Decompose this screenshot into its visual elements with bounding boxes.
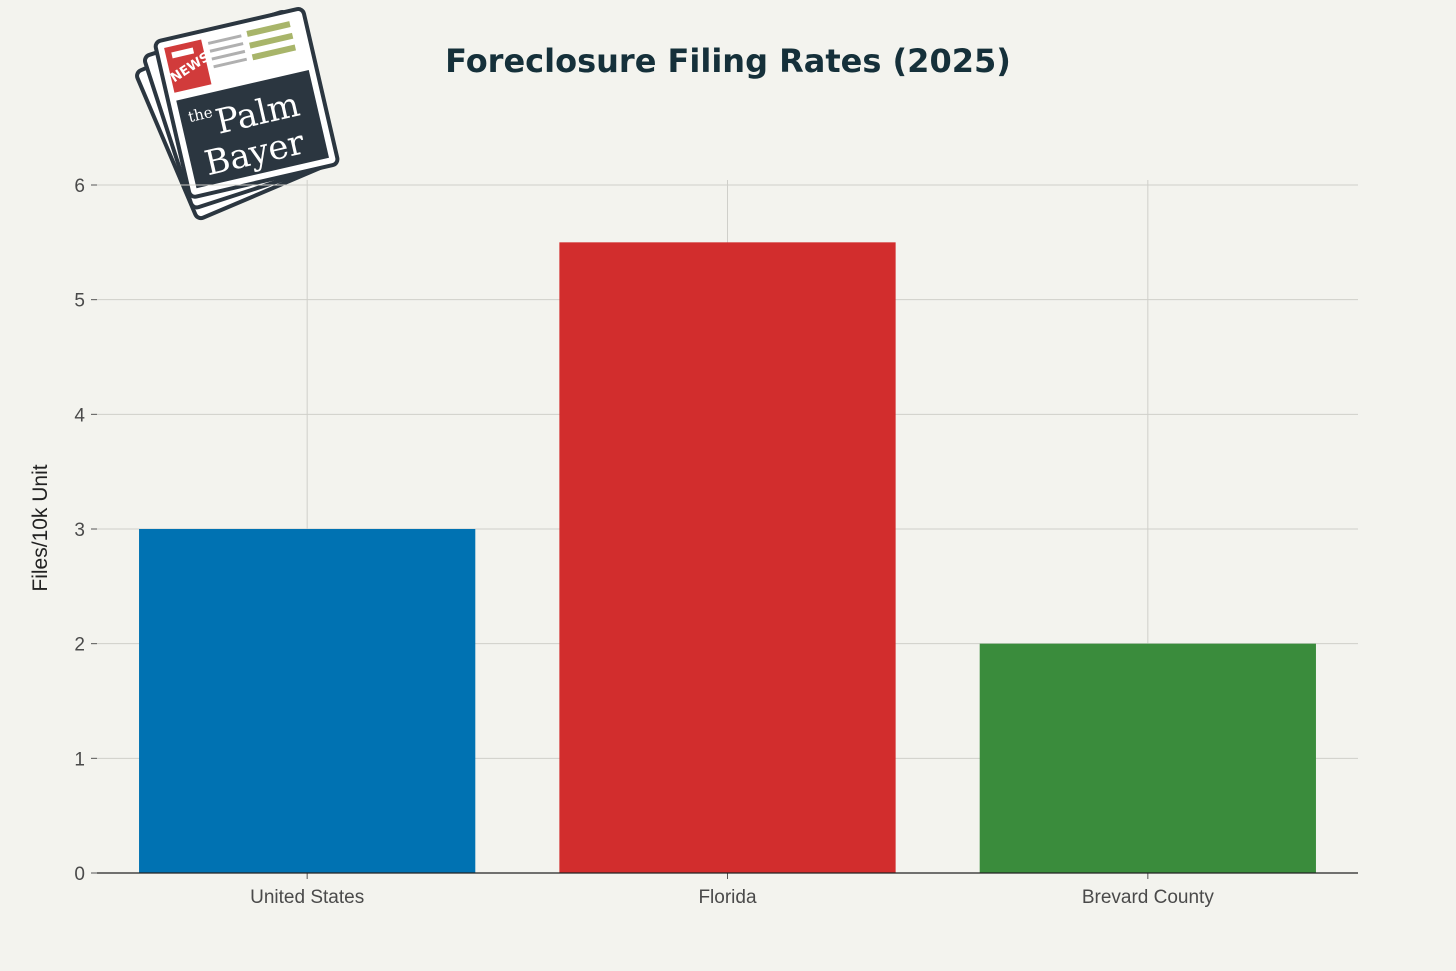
bar-united-states [139,529,476,873]
y-axis-label: Files/10k Unit [29,464,52,591]
y-axis-ticks: 0 1 2 3 4 5 6 [74,176,97,885]
y-tick-label: 5 [74,291,85,312]
bars [139,242,1316,874]
bar-brevard-county [979,643,1316,873]
logo-small-word: the [186,103,214,126]
x-tick-label: Brevard County [1082,887,1215,908]
y-tick-label: 6 [74,176,85,197]
x-tick-label: Florida [698,887,757,908]
chart-title: Foreclosure Filing Rates (2025) [445,42,1011,80]
y-tick-label: 1 [74,749,85,770]
y-tick-label: 0 [74,864,85,885]
y-tick-label: 2 [74,635,85,656]
palm-bayer-logo: NEWS the Palm Bayer [135,6,340,221]
y-tick-label: 3 [74,520,85,541]
y-tick-label: 4 [74,405,85,426]
bar-florida [559,242,896,874]
x-tick-label: United States [250,887,364,908]
x-axis-ticks: United States Florida Brevard County [250,873,1214,908]
